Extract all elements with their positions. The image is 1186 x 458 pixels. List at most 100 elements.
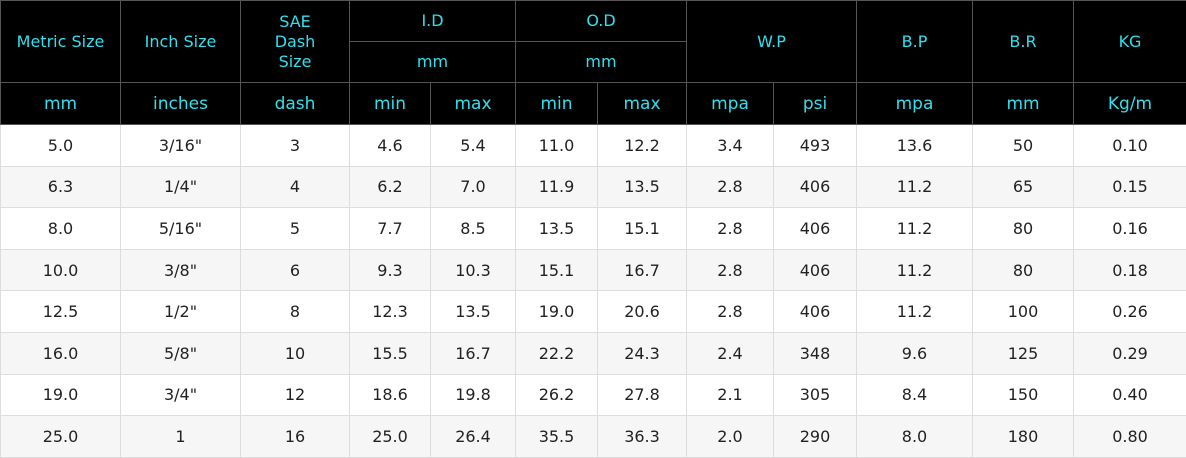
- header-cell: B.R: [973, 1, 1074, 83]
- data-cell: 35.5: [516, 416, 598, 458]
- data-cell: 150: [973, 374, 1074, 416]
- data-cell: 11.0: [516, 125, 598, 167]
- data-cell: 7.0: [431, 166, 516, 208]
- data-cell: 10: [241, 332, 350, 374]
- data-cell: 13.5: [431, 291, 516, 333]
- data-cell: 11.2: [857, 291, 973, 333]
- data-cell: 1/2": [121, 291, 241, 333]
- data-cell: 13.6: [857, 125, 973, 167]
- data-cell: 2.4: [687, 332, 774, 374]
- header-cell: KG: [1074, 1, 1186, 83]
- unit-cell: mpa: [687, 83, 774, 125]
- data-cell: 125: [973, 332, 1074, 374]
- data-cell: 6.2: [350, 166, 431, 208]
- data-cell: 5.4: [431, 125, 516, 167]
- data-cell: 20.6: [598, 291, 687, 333]
- data-cell: 3: [241, 125, 350, 167]
- data-cell: 3/4": [121, 374, 241, 416]
- header-cell: W.P: [687, 1, 857, 83]
- data-cell: 80: [973, 249, 1074, 291]
- data-cell: 8.4: [857, 374, 973, 416]
- header-cell: O.D: [516, 1, 687, 42]
- data-cell: 5/16": [121, 208, 241, 250]
- data-cell: 305: [774, 374, 857, 416]
- data-cell: 2.8: [687, 291, 774, 333]
- unit-cell: inches: [121, 83, 241, 125]
- data-cell: 26.2: [516, 374, 598, 416]
- data-cell: 8.0: [857, 416, 973, 458]
- data-cell: 5/8": [121, 332, 241, 374]
- data-cell: 11.2: [857, 166, 973, 208]
- data-cell: 15.1: [598, 208, 687, 250]
- header-cell: I.D: [350, 1, 516, 42]
- data-cell: 16.7: [431, 332, 516, 374]
- data-cell: 0.26: [1074, 291, 1186, 333]
- data-cell: 5.0: [1, 125, 121, 167]
- data-cell: 8.5: [431, 208, 516, 250]
- data-cell: 3/8": [121, 249, 241, 291]
- unit-cell: mm: [1, 83, 121, 125]
- unit-cell: mm: [973, 83, 1074, 125]
- data-cell: 2.8: [687, 208, 774, 250]
- data-cell: 22.2: [516, 332, 598, 374]
- data-cell: 8.0: [1, 208, 121, 250]
- unit-cell: min: [350, 83, 431, 125]
- data-cell: 65: [973, 166, 1074, 208]
- data-cell: 19.0: [516, 291, 598, 333]
- data-cell: 0.80: [1074, 416, 1186, 458]
- header-sub-cell: mm: [516, 42, 687, 83]
- data-cell: 1/4": [121, 166, 241, 208]
- data-cell: 8: [241, 291, 350, 333]
- data-cell: 6: [241, 249, 350, 291]
- data-cell: 25.0: [350, 416, 431, 458]
- data-cell: 50: [973, 125, 1074, 167]
- data-cell: 12.2: [598, 125, 687, 167]
- data-cell: 7.7: [350, 208, 431, 250]
- data-cell: 493: [774, 125, 857, 167]
- data-cell: 100: [973, 291, 1074, 333]
- data-cell: 16: [241, 416, 350, 458]
- data-cell: 406: [774, 249, 857, 291]
- data-cell: 26.4: [431, 416, 516, 458]
- data-cell: 0.10: [1074, 125, 1186, 167]
- unit-cell: mpa: [857, 83, 973, 125]
- data-cell: 9.3: [350, 249, 431, 291]
- data-cell: 12: [241, 374, 350, 416]
- unit-cell: Kg/m: [1074, 83, 1186, 125]
- data-cell: 36.3: [598, 416, 687, 458]
- data-cell: 13.5: [516, 208, 598, 250]
- data-cell: 290: [774, 416, 857, 458]
- data-cell: 15.1: [516, 249, 598, 291]
- data-cell: 80: [973, 208, 1074, 250]
- data-cell: 10.3: [431, 249, 516, 291]
- data-cell: 16.7: [598, 249, 687, 291]
- data-cell: 2.8: [687, 166, 774, 208]
- unit-cell: max: [598, 83, 687, 125]
- header-sub-cell: mm: [350, 42, 516, 83]
- data-cell: 180: [973, 416, 1074, 458]
- data-cell: 3/16": [121, 125, 241, 167]
- data-cell: 2.8: [687, 249, 774, 291]
- unit-cell: dash: [241, 83, 350, 125]
- data-cell: 16.0: [1, 332, 121, 374]
- data-cell: 24.3: [598, 332, 687, 374]
- unit-cell: max: [431, 83, 516, 125]
- header-cell: Inch Size: [121, 1, 241, 83]
- data-cell: 0.15: [1074, 166, 1186, 208]
- data-cell: 13.5: [598, 166, 687, 208]
- data-cell: 11.9: [516, 166, 598, 208]
- data-cell: 18.6: [350, 374, 431, 416]
- data-cell: 25.0: [1, 416, 121, 458]
- data-cell: 11.2: [857, 249, 973, 291]
- unit-cell: min: [516, 83, 598, 125]
- data-cell: 1: [121, 416, 241, 458]
